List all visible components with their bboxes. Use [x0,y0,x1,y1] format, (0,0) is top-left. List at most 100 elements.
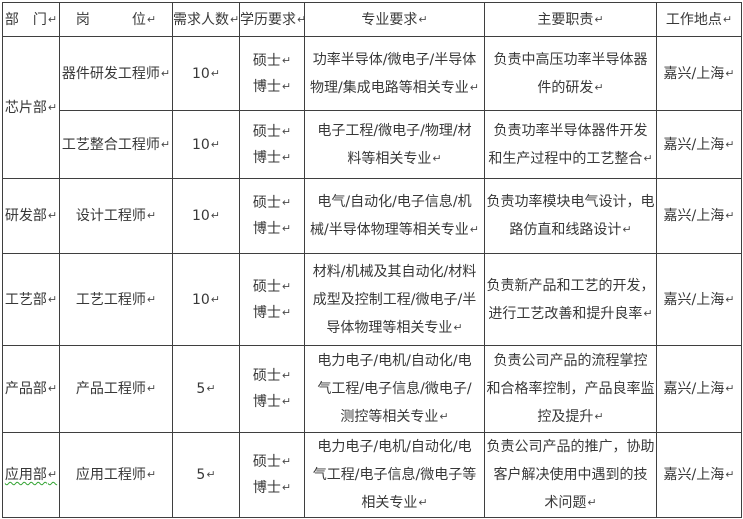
major-line: 电力电子/电机/自动化/电 [317,353,472,369]
major-line: 功率半导体/微电子/半导体 [312,51,477,68]
position-label: 产品工程师 [61,375,172,403]
location-value: 嘉兴/上海 [658,461,741,489]
position-cell: 设计工程师 [59,178,173,254]
major-line: 料等相关专业 [306,145,484,173]
position-label: 应用工程师 [61,461,172,489]
location-value: 嘉兴/上海 [658,131,741,159]
table-row: 产品部 产品工程师 5 硕士 博士 电力电子/电机/自动化/电 气工程/电子信息… [2,345,742,433]
major-cell: 电子工程/微电子/物理/材 料等相关专业 [304,110,485,179]
header-education-label: 学历要求 [241,4,304,36]
location-cell: 嘉兴/上海 [656,110,742,179]
headcount-value: 10 [174,202,239,230]
education-line: 博士 [241,74,304,100]
headcount-value: 5 [174,461,239,489]
major-line: 电子工程/微电子/物理/材 [317,122,472,139]
major-cell: 电力电子/电机/自动化/电 气工程/电子信息/微电子等 相关专业 [304,432,485,518]
dept-cell: 应用部 [2,432,60,518]
header-education: 学历要求 [239,2,305,37]
duty-line: 控及提升 [486,403,656,431]
header-headcount: 需求人数 [172,2,240,37]
table-row: 工艺部 工艺工程师 10 硕士 博士 材料/机械及其自动化/材料 成型及控制工程… [2,253,742,346]
position-cell: 工艺工程师 [59,253,173,346]
duty-line: 客户解决使用中遇到的技 [493,467,648,483]
position-label: 工艺工程师 [61,286,172,314]
dept-cell: 工艺部 [2,253,60,346]
duty-line: 负责功率模块电气设计，电 [486,194,655,210]
location-value: 嘉兴/上海 [658,375,741,403]
duty-line: 负责功率半导体器件开发 [493,122,648,139]
duty-line: 负责中高压功率半导体器 [493,51,648,68]
location-value: 嘉兴/上海 [658,202,741,230]
major-cell: 材料/机械及其自动化/材料 成型及控制工程/微电子/半 导体物理等相关专业 [304,253,485,346]
headcount-value: 5 [174,375,239,403]
header-dept: 部 门 [2,2,60,37]
duty-line: 和生产过程中的工艺整合 [486,145,656,173]
education-line: 博士 [241,145,304,171]
table-header-row: 部 门 岗 位 需求人数 学历要求 专业要求 主要职责 工作地点 [2,2,742,37]
table-row: 应用部 应用工程师 5 硕士 博士 电力电子/电机/自动化/电 气工程/电子信息… [2,432,742,518]
major-line: 物理/集成电路等相关专业 [306,74,484,102]
headcount-value: 10 [174,60,239,88]
duty-cell: 负责新产品和工艺的开发， 进行工艺改善和提升良率 [484,253,657,346]
duty-line: 和合格率控制，产品良率监 [486,381,655,397]
headcount-cell: 10 [172,178,240,254]
education-cell: 硕士 博士 [239,253,305,346]
header-location: 工作地点 [656,2,742,37]
position-cell: 工艺整合工程师 [59,110,173,179]
header-dept-label: 部 门 [4,4,59,36]
duty-cell: 负责公司产品的推广，协助 客户解决使用中遇到的技 术问题 [484,432,657,518]
education-cell: 硕士 博士 [239,110,305,179]
header-headcount-label: 需求人数 [174,4,239,36]
headcount-cell: 10 [172,36,240,111]
major-line: 成型及控制工程/微电子/半 [312,291,477,308]
location-cell: 嘉兴/上海 [656,36,742,111]
location-value: 嘉兴/上海 [658,60,741,88]
education-line: 硕士 [241,190,304,216]
duty-line: 路仿直和线路设计 [486,216,656,244]
headcount-value: 10 [174,131,239,159]
headcount-cell: 5 [172,432,240,518]
dept-label: 研发部 [4,202,59,230]
education-cell: 硕士 博士 [239,36,305,111]
dept-label: 工艺部 [4,286,59,314]
education-line: 硕士 [241,48,304,74]
headcount-cell: 10 [172,110,240,179]
header-position-label: 岗 位 [61,4,172,36]
major-cell: 功率半导体/微电子/半导体 物理/集成电路等相关专业 [304,36,485,111]
duty-line: 负责新产品和工艺的开发， [486,277,655,294]
dept-cell: 研发部 [2,178,60,254]
duty-cell: 负责公司产品的流程掌控 和合格率控制，产品良率监 控及提升 [484,345,657,433]
header-position: 岗 位 [59,2,173,37]
education-line: 博士 [241,389,304,415]
dept-cell: 产品部 [2,345,60,433]
header-major: 专业要求 [304,2,485,37]
location-cell: 嘉兴/上海 [656,345,742,433]
major-line: 械/半导体物理等相关专业 [306,216,484,244]
header-duty: 主要职责 [484,2,657,37]
location-cell: 嘉兴/上海 [656,253,742,346]
duty-cell: 负责功率模块电气设计，电 路仿直和线路设计 [484,178,657,254]
dept-cell: 芯片部 [2,36,60,179]
position-label: 器件研发工程师 [61,60,172,88]
duty-line: 术问题 [486,489,656,517]
location-value: 嘉兴/上海 [658,286,741,314]
header-location-label: 工作地点 [658,4,741,36]
education-line: 博士 [241,216,304,242]
headcount-cell: 5 [172,345,240,433]
major-line: 气工程/电子信息/微电子/ [317,381,472,397]
duty-line: 件的研发 [486,74,656,102]
duty-line: 负责公司产品的流程掌控 [493,353,648,369]
education-cell: 硕士 博士 [239,178,305,254]
major-cell: 电力电子/电机/自动化/电 气工程/电子信息/微电子/ 测控等相关专业 [304,345,485,433]
major-line: 相关专业 [306,489,484,517]
dept-label: 应用部 [4,461,59,489]
table-row: 工艺整合工程师 10 硕士 博士 电子工程/微电子/物理/材 料等相关专业 负责… [3,110,742,179]
education-line: 硕士 [241,119,304,145]
location-cell: 嘉兴/上海 [656,432,742,518]
major-cell: 电气/自动化/电子信息/机 械/半导体物理等相关专业 [304,178,485,254]
education-line: 博士 [241,475,304,501]
position-cell: 应用工程师 [59,432,173,518]
dept-label: 产品部 [4,375,59,403]
duty-line: 进行工艺改善和提升良率 [486,300,656,328]
